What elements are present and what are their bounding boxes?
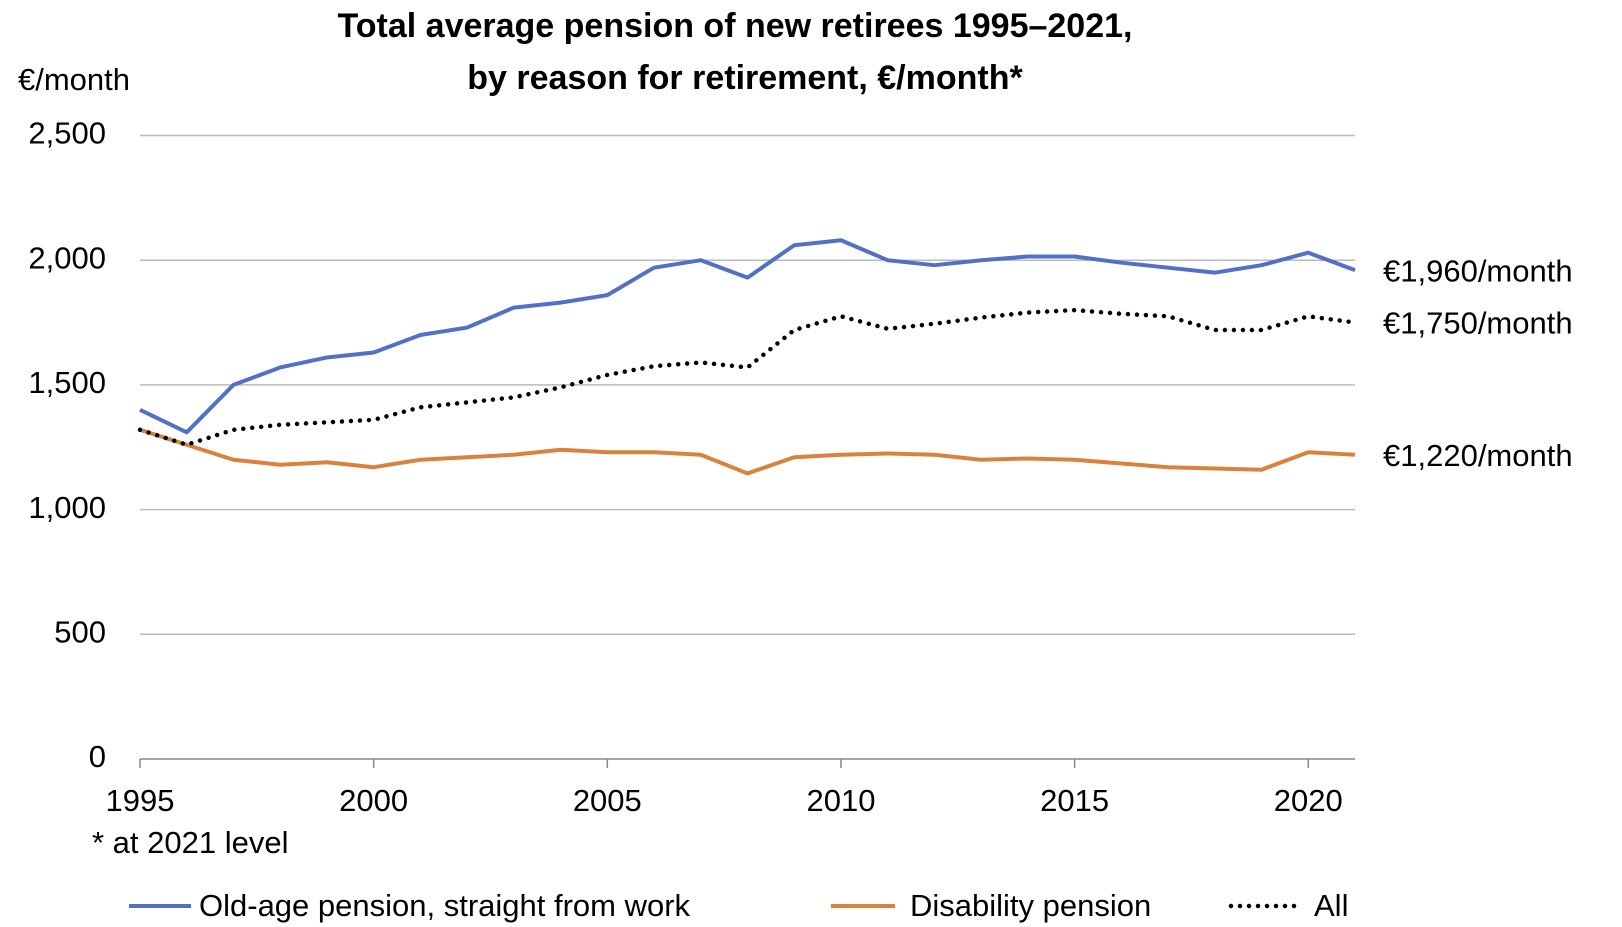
y-tick-label: 500	[54, 614, 106, 649]
legend-label: Old-age pension, straight from work	[199, 888, 691, 923]
series-line	[139, 238, 1356, 435]
footnote: * at 2021 level	[92, 825, 288, 860]
legend-label: All	[1314, 888, 1348, 923]
series-line	[137, 307, 1358, 448]
x-tick-label: 2005	[573, 783, 642, 818]
y-tick-label: 0	[89, 739, 106, 774]
x-tick-label: 2000	[339, 783, 408, 818]
x-tick-label: 1995	[106, 783, 175, 818]
chart-title: Total average pension of new retirees 19…	[338, 7, 1133, 45]
end-label: €1,750/month	[1383, 306, 1573, 341]
end-label: €1,220/month	[1383, 438, 1573, 473]
x-tick-label: 2010	[806, 783, 875, 818]
legend-label: Disability pension	[910, 888, 1151, 923]
y-axis-label: €/month	[18, 62, 130, 97]
end-label: €1,960/month	[1383, 253, 1573, 288]
y-tick-label: 1,000	[28, 490, 106, 525]
chart-title: by reason for retirement, €/month*	[467, 59, 1023, 97]
y-tick-label: 2,500	[28, 116, 106, 151]
x-tick-label: 2020	[1274, 783, 1343, 818]
series-line	[139, 427, 1356, 476]
y-tick-label: 2,000	[28, 240, 106, 275]
x-tick-label: 2015	[1040, 783, 1109, 818]
y-tick-label: 1,500	[28, 365, 106, 400]
